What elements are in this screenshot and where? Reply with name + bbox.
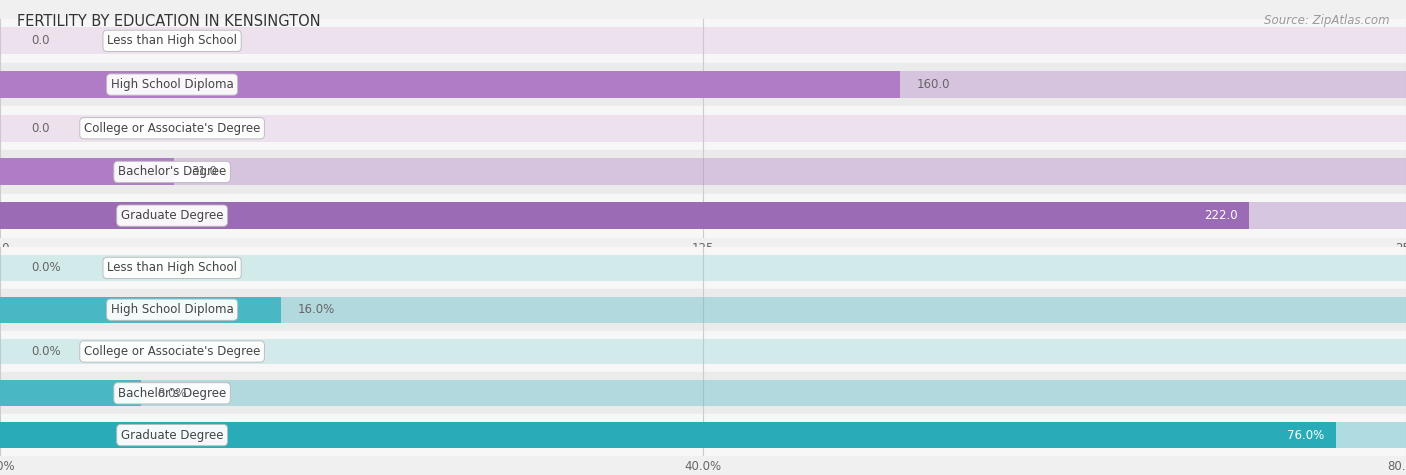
Bar [0, 297, 1406, 323]
Bar [0, 380, 141, 406]
Bar [0, 339, 1406, 364]
Bar [0, 71, 1406, 98]
Text: Source: ZipAtlas.com: Source: ZipAtlas.com [1264, 14, 1389, 27]
Text: High School Diploma: High School Diploma [111, 303, 233, 316]
Text: Bachelor's Degree: Bachelor's Degree [118, 387, 226, 400]
Text: 0.0: 0.0 [31, 122, 49, 135]
Text: Less than High School: Less than High School [107, 261, 238, 275]
Bar [0, 150, 1406, 194]
Bar [0, 158, 174, 186]
Bar [0, 247, 1406, 289]
Text: FERTILITY BY EDUCATION IN KENSINGTON: FERTILITY BY EDUCATION IN KENSINGTON [17, 14, 321, 29]
Text: 222.0: 222.0 [1204, 209, 1237, 222]
Bar [0, 71, 900, 98]
Text: 0.0%: 0.0% [31, 261, 60, 275]
Text: 160.0: 160.0 [917, 78, 950, 91]
Text: 16.0%: 16.0% [298, 303, 335, 316]
Text: High School Diploma: High School Diploma [111, 78, 233, 91]
Text: Graduate Degree: Graduate Degree [121, 428, 224, 442]
Text: Less than High School: Less than High School [107, 34, 238, 48]
Bar [0, 372, 1406, 414]
Text: 31.0: 31.0 [191, 165, 217, 179]
Bar [0, 380, 1406, 406]
Text: Graduate Degree: Graduate Degree [121, 209, 224, 222]
Bar [0, 414, 1406, 456]
Bar [0, 297, 281, 323]
Bar [0, 255, 1406, 281]
Bar [0, 331, 1406, 372]
Text: 0.0%: 0.0% [31, 345, 60, 358]
Text: 0.0: 0.0 [31, 34, 49, 48]
Bar [0, 194, 1406, 238]
Text: 76.0%: 76.0% [1288, 428, 1324, 442]
Bar [0, 422, 1336, 448]
Text: 8.0%: 8.0% [157, 387, 187, 400]
Text: College or Associate's Degree: College or Associate's Degree [84, 345, 260, 358]
Bar [0, 106, 1406, 150]
Bar [0, 27, 1406, 55]
Text: Bachelor's Degree: Bachelor's Degree [118, 165, 226, 179]
Bar [0, 63, 1406, 106]
Text: College or Associate's Degree: College or Associate's Degree [84, 122, 260, 135]
Bar [0, 202, 1249, 229]
Bar [0, 289, 1406, 331]
Bar [0, 202, 1406, 229]
Bar [0, 158, 1406, 186]
Bar [0, 422, 1406, 448]
Bar [0, 19, 1406, 63]
Bar [0, 114, 1406, 142]
